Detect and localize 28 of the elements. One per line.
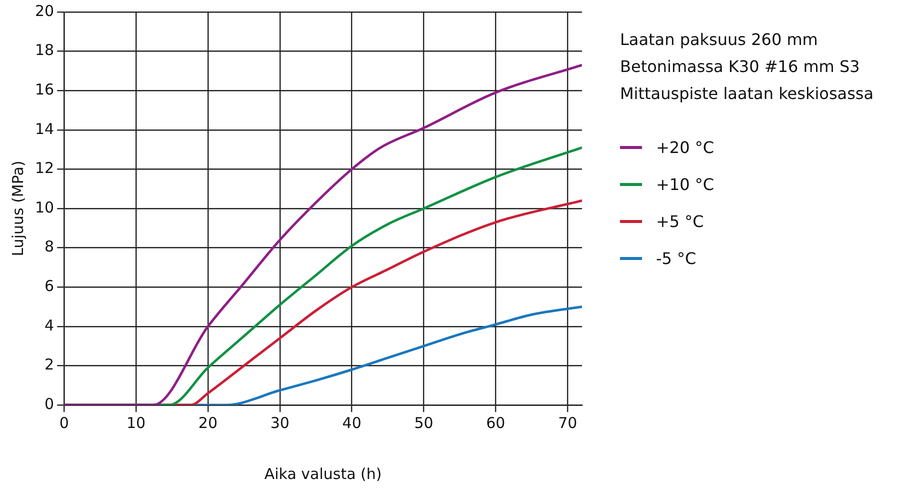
y-tick-label: 16 [34,80,54,98]
x-tick-label: 0 [59,414,69,432]
y-tick-label: 14 [34,120,54,138]
y-tick-label: 4 [44,316,54,334]
x-tick-label: 70 [558,414,578,432]
legend-label: -5 °C [656,248,696,270]
y-tick-label: 20 [34,2,54,20]
y-tick-label: 6 [44,276,54,295]
x-axis-title: Aika valusta (h) [264,464,382,483]
y-tick-label: 8 [44,238,54,256]
legend-label: +20 °C [656,137,714,159]
y-tick-label: 0 [44,394,54,413]
y-tick-label: 10 [34,198,54,216]
text: Laatan paksuus 260 mm [620,29,819,51]
x-tick-label: 10 [126,414,146,432]
y-axis-title: Lujuus (MPa) [8,160,27,256]
x-tick-label: 30 [270,414,290,432]
legend-label: +5 °C [656,211,704,233]
x-tick-label: 50 [414,414,434,432]
legend-label: +10 °C [656,174,714,196]
x-tick-label: 40 [342,414,362,432]
x-tick-label: 20 [198,414,218,432]
text: Betonimassa K30 #16 mm S3 [620,56,861,78]
y-tick-label: 12 [34,159,54,178]
y-tick-label: 18 [34,41,54,60]
text: Mittauspiste laatan keskiosassa [620,83,874,105]
x-tick-label: 60 [486,414,506,432]
y-tick-label: 2 [44,356,54,374]
